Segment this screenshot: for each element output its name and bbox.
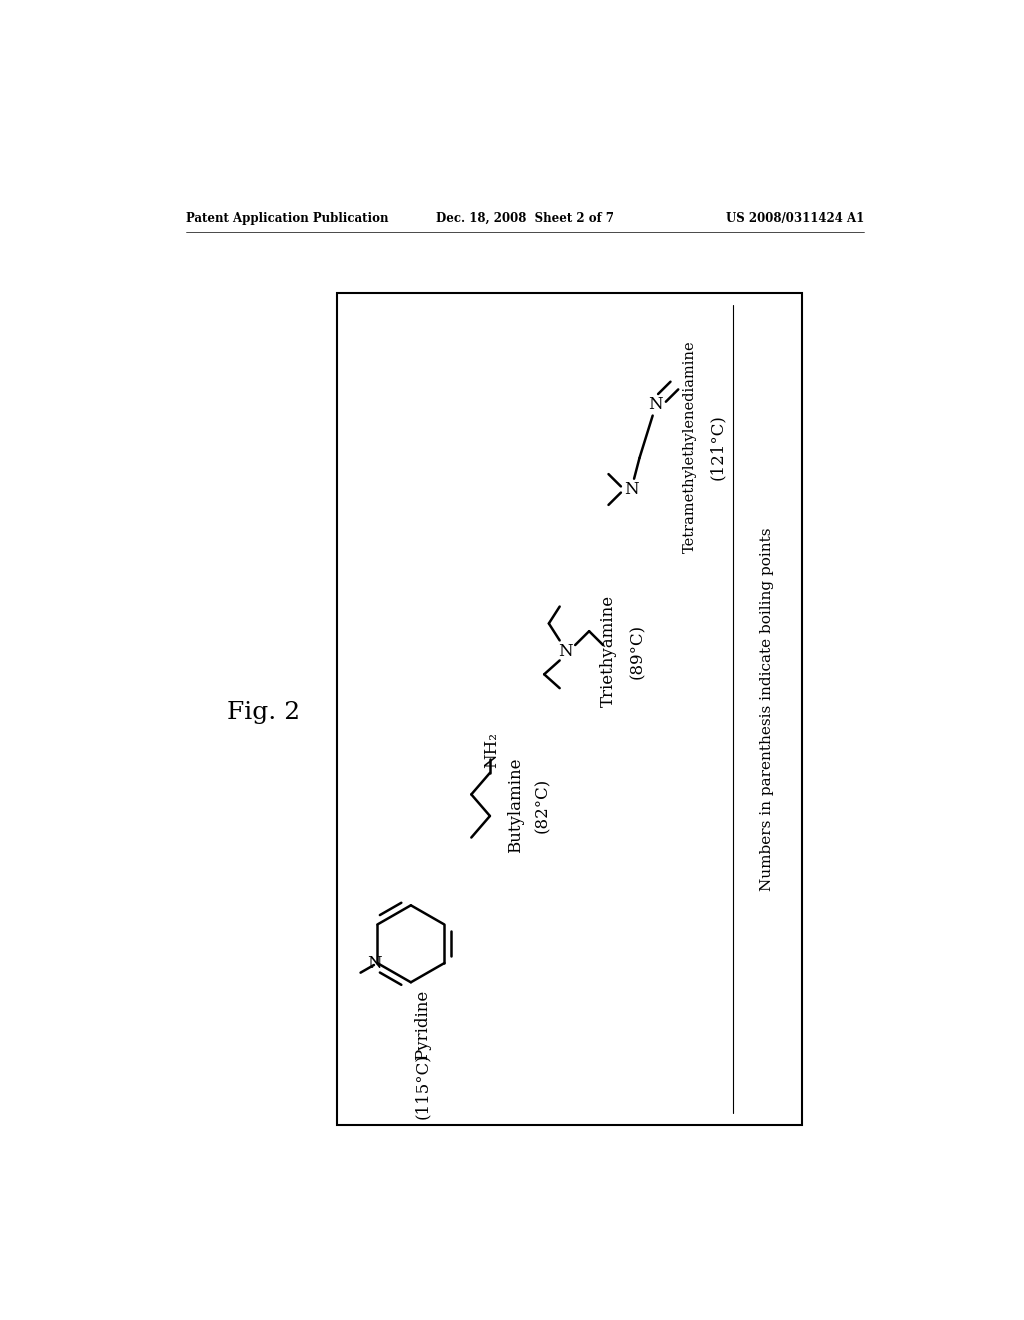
Text: (115°C): (115°C)	[414, 1053, 431, 1119]
Text: NH₂: NH₂	[483, 731, 500, 768]
Text: Fig. 2: Fig. 2	[227, 701, 300, 725]
Text: N: N	[367, 954, 382, 972]
Text: Dec. 18, 2008  Sheet 2 of 7: Dec. 18, 2008 Sheet 2 of 7	[436, 213, 613, 224]
Text: (82°C): (82°C)	[535, 777, 551, 833]
Text: (121°C): (121°C)	[709, 414, 725, 480]
Text: Patent Application Publication: Patent Application Publication	[186, 213, 389, 224]
Text: Butylamine: Butylamine	[507, 758, 524, 853]
Text: N: N	[558, 643, 573, 660]
Text: (89°C): (89°C)	[629, 623, 646, 678]
Text: Tetramethylethylenediamine: Tetramethylethylenediamine	[683, 341, 697, 553]
Text: Triethyamine: Triethyamine	[600, 595, 617, 708]
Text: US 2008/0311424 A1: US 2008/0311424 A1	[726, 213, 864, 224]
Text: N: N	[648, 396, 663, 413]
Text: N: N	[625, 480, 639, 498]
Bar	[337, 293, 802, 1125]
Text: Numbers in parenthesis indicate boiling points: Numbers in parenthesis indicate boiling …	[761, 527, 774, 891]
Text: Pyridine: Pyridine	[414, 990, 431, 1060]
